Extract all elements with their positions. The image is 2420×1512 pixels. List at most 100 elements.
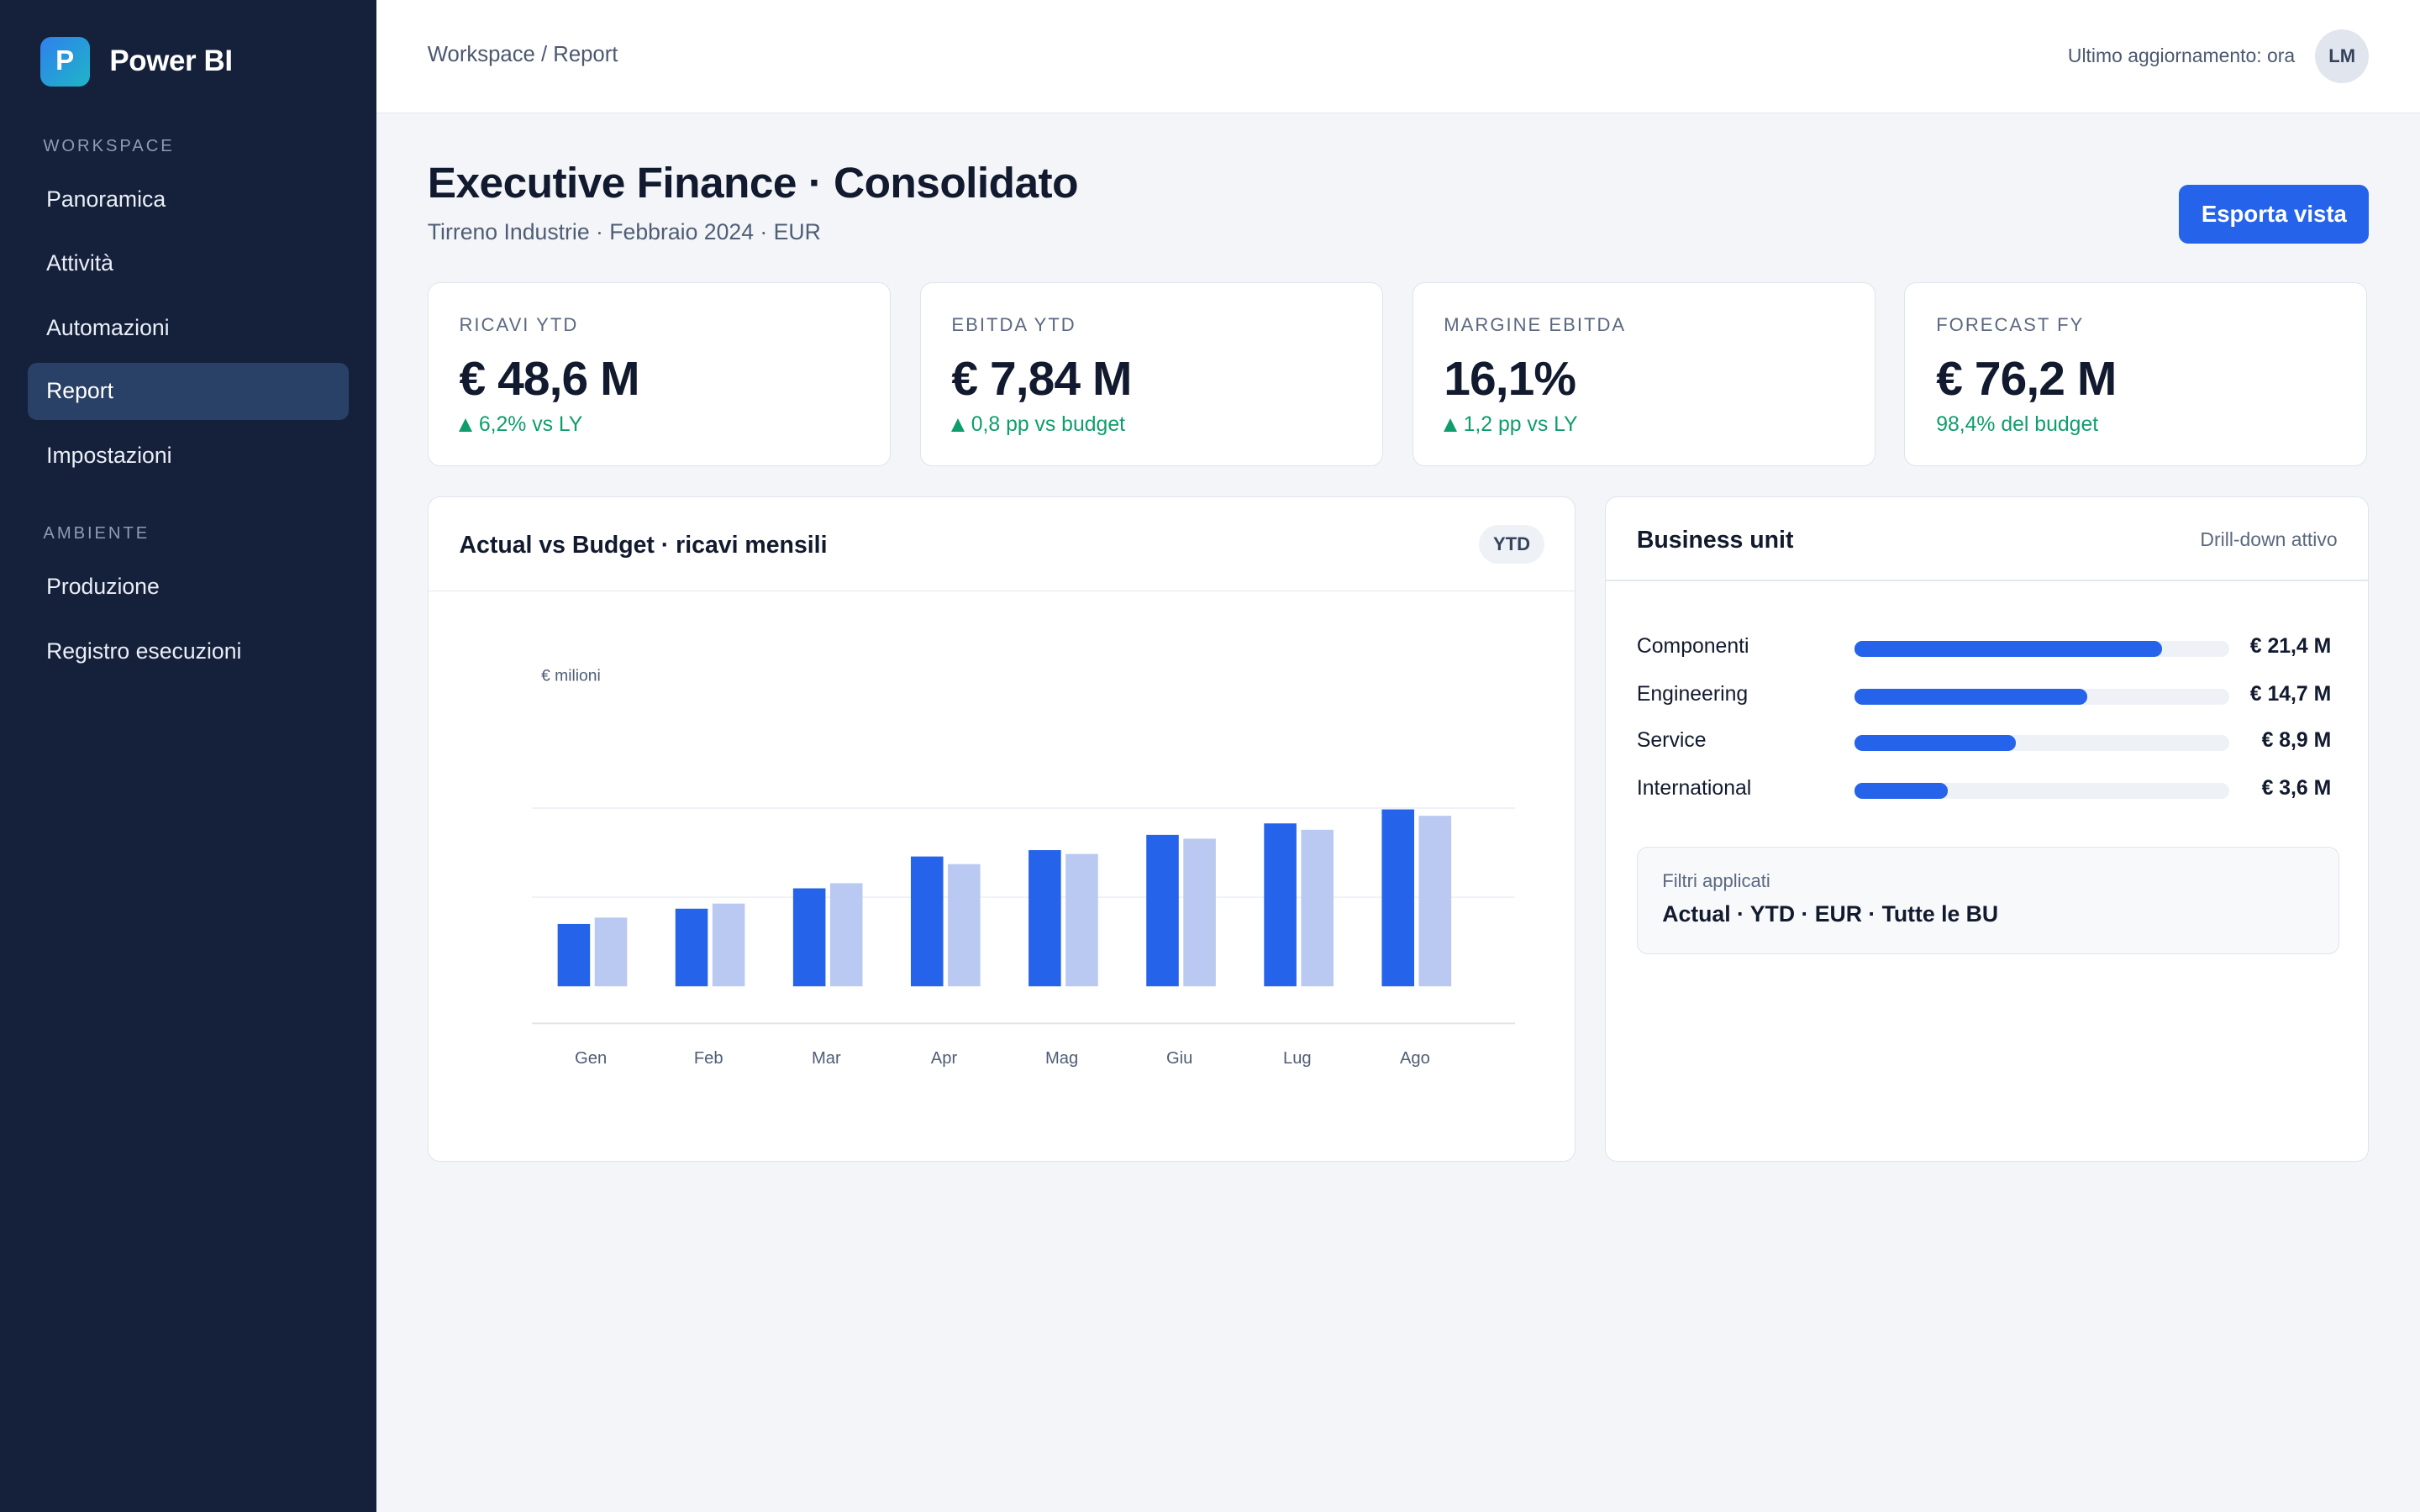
bu-value: € 14,7 M — [2249, 682, 2332, 706]
kpi-label: FORECAST FY — [1936, 313, 2085, 335]
x-tick-label: Ago — [1400, 1049, 1430, 1068]
chart-panel: Actual vs Budget · ricavi mensili YTD € … — [427, 496, 1576, 1163]
brand[interactable]: P Power BI — [39, 37, 233, 87]
kpi-delta-text: 6,2% vs LY — [478, 412, 583, 436]
avatar[interactable]: LM — [2315, 29, 2370, 84]
x-tick-label: Gen — [575, 1049, 607, 1068]
bar-feb-series-1[interactable] — [675, 909, 708, 987]
kpi-value: € 7,84 M — [951, 352, 1132, 407]
bu-label: Service — [1636, 728, 1707, 752]
x-tick-label: Apr — [931, 1049, 958, 1068]
bu-label: Componenti — [1636, 634, 1749, 658]
breadcrumb[interactable]: Workspace / Report — [427, 43, 618, 67]
bar-ago-series-1[interactable] — [1381, 810, 1414, 987]
x-tick-label: Mag — [1045, 1049, 1078, 1068]
kpi-delta: 98,4% del budget — [1936, 413, 2336, 437]
kpi-delta: 6,2% vs LY — [459, 413, 859, 437]
sidebar: P Power BI WORKSPACE Panoramica Attività… — [0, 0, 377, 1512]
y-axis-unit-label: € milioni — [541, 668, 601, 685]
kpi-value: € 76,2 M — [1936, 352, 2117, 407]
bu-bar-track — [1854, 783, 2230, 799]
page-subtitle: Tirreno Industrie · Febbraio 2024 · EUR — [427, 218, 821, 244]
bar-mag-series-2[interactable] — [1065, 854, 1098, 987]
sidebar-item-registro-esecuzioni[interactable]: Registro esecuzioni — [46, 638, 242, 664]
kpi-delta-text: 0,8 pp vs budget — [971, 412, 1125, 436]
sidebar-item-attivita[interactable]: Attività — [46, 249, 113, 276]
trend-up-icon — [1444, 418, 1458, 432]
bu-label: International — [1636, 776, 1752, 800]
kpi-label: RICAVI YTD — [459, 313, 579, 335]
power-bi-logo-icon: P — [39, 37, 90, 87]
bar-giu-series-2[interactable] — [1183, 838, 1216, 987]
trend-up-icon — [951, 418, 965, 432]
drill-down-status[interactable]: Drill-down attivo — [2200, 528, 2338, 551]
kpi-card-margine[interactable]: MARGINE EBITDA 16,1% 1,2 pp vs LY — [1412, 282, 1876, 466]
kpi-delta: 1,2 pp vs LY — [1444, 413, 1844, 437]
chart-bars — [557, 810, 1451, 987]
topbar: Workspace / Report Ultimo aggiornamento:… — [376, 0, 2420, 114]
bar-apr-series-1[interactable] — [910, 857, 944, 987]
x-tick-label: Giu — [1166, 1049, 1192, 1068]
ytd-badge[interactable]: YTD — [1479, 525, 1544, 564]
bu-row[interactable]: Componenti € 21,4 M — [1637, 632, 2331, 663]
kpi-delta-text: 1,2 pp vs LY — [1463, 412, 1578, 436]
kpi-card-forecast[interactable]: FORECAST FY € 76,2 M 98,4% del budget — [1904, 282, 2368, 466]
bu-bar-fill — [1854, 689, 2087, 705]
bu-bar-fill — [1854, 783, 1949, 799]
kpi-card-ebitda[interactable]: EBITDA YTD € 7,84 M 0,8 pp vs budget — [919, 282, 1383, 466]
business-unit-panel: Business unit Drill-down attivo Componen… — [1605, 496, 2370, 1163]
kpi-card-ricavi[interactable]: RICAVI YTD € 48,6 M 6,2% vs LY — [427, 282, 891, 466]
bu-bar-track — [1854, 735, 2230, 751]
bar-lug-series-1[interactable] — [1264, 823, 1297, 987]
bu-value: € 21,4 M — [2249, 634, 2332, 658]
sidebar-item-impostazioni[interactable]: Impostazioni — [46, 443, 172, 469]
x-tick-label: Mar — [812, 1049, 841, 1068]
bu-bar-track — [1854, 641, 2230, 657]
bar-mar-series-2[interactable] — [829, 883, 863, 987]
filters-value: Actual · YTD · EUR · Tutte le BU — [1662, 901, 1999, 927]
chart-panel-title: Actual vs Budget · ricavi mensili — [459, 531, 828, 559]
x-tick-label: Feb — [694, 1049, 723, 1068]
app-name: Power BI — [109, 45, 233, 78]
trend-up-icon — [459, 418, 473, 432]
bar-apr-series-2[interactable] — [947, 864, 981, 987]
panel-divider — [428, 590, 1576, 592]
kpi-delta-text: 98,4% del budget — [1936, 412, 2099, 436]
bar-feb-series-2[interactable] — [712, 904, 745, 987]
bu-bar-fill — [1854, 735, 2016, 751]
bu-row[interactable]: International € 3,6 M — [1637, 774, 2331, 805]
kpi-value: € 48,6 M — [459, 352, 639, 407]
bu-row[interactable]: Engineering € 14,7 M — [1637, 680, 2331, 711]
chart-gridlines — [531, 807, 1515, 899]
bu-row[interactable]: Service € 8,9 M — [1637, 726, 2331, 757]
bar-ago-series-2[interactable] — [1418, 816, 1451, 987]
bu-label: Engineering — [1636, 682, 1749, 706]
sidebar-item-panoramica[interactable]: Panoramica — [46, 186, 166, 213]
last-update-status: Ultimo aggiornamento: ora — [2067, 45, 2296, 67]
nav-section-ambiente: AMBIENTE — [43, 524, 150, 543]
bar-chart: € milioni Gen Feb Mar Apr Mag Giu Lug Ago — [531, 668, 1515, 1068]
bu-panel-title: Business unit — [1636, 527, 1794, 554]
bar-giu-series-1[interactable] — [1145, 835, 1179, 987]
kpi-value: 16,1% — [1444, 352, 1576, 407]
bar-lug-series-2[interactable] — [1301, 830, 1334, 987]
bar-gen-series-2[interactable] — [594, 917, 628, 987]
filters-label: Filtri applicati — [1662, 870, 1770, 892]
bar-mag-series-1[interactable] — [1028, 850, 1061, 987]
sidebar-item-automazioni[interactable]: Automazioni — [46, 314, 170, 340]
x-tick-label: Lug — [1283, 1049, 1312, 1068]
kpi-label: EBITDA YTD — [951, 313, 1076, 335]
bu-value: € 3,6 M — [2261, 776, 2332, 800]
x-axis-ticks: Gen Feb Mar Apr Mag Giu Lug Ago — [575, 1049, 1430, 1068]
kpi-delta: 0,8 pp vs budget — [951, 413, 1351, 437]
bu-bar-fill — [1854, 641, 2162, 657]
nav-section-workspace: WORKSPACE — [43, 137, 175, 156]
applied-filters-box[interactable]: Filtri applicati Actual · YTD · EUR · Tu… — [1636, 846, 2339, 955]
export-view-button[interactable]: Esporta vista — [2179, 185, 2370, 244]
kpi-label: MARGINE EBITDA — [1444, 313, 1627, 335]
bar-mar-series-1[interactable] — [792, 888, 826, 987]
bar-gen-series-1[interactable] — [557, 924, 590, 987]
sidebar-item-report[interactable]: Report — [28, 362, 350, 420]
sidebar-item-produzione[interactable]: Produzione — [46, 574, 160, 600]
